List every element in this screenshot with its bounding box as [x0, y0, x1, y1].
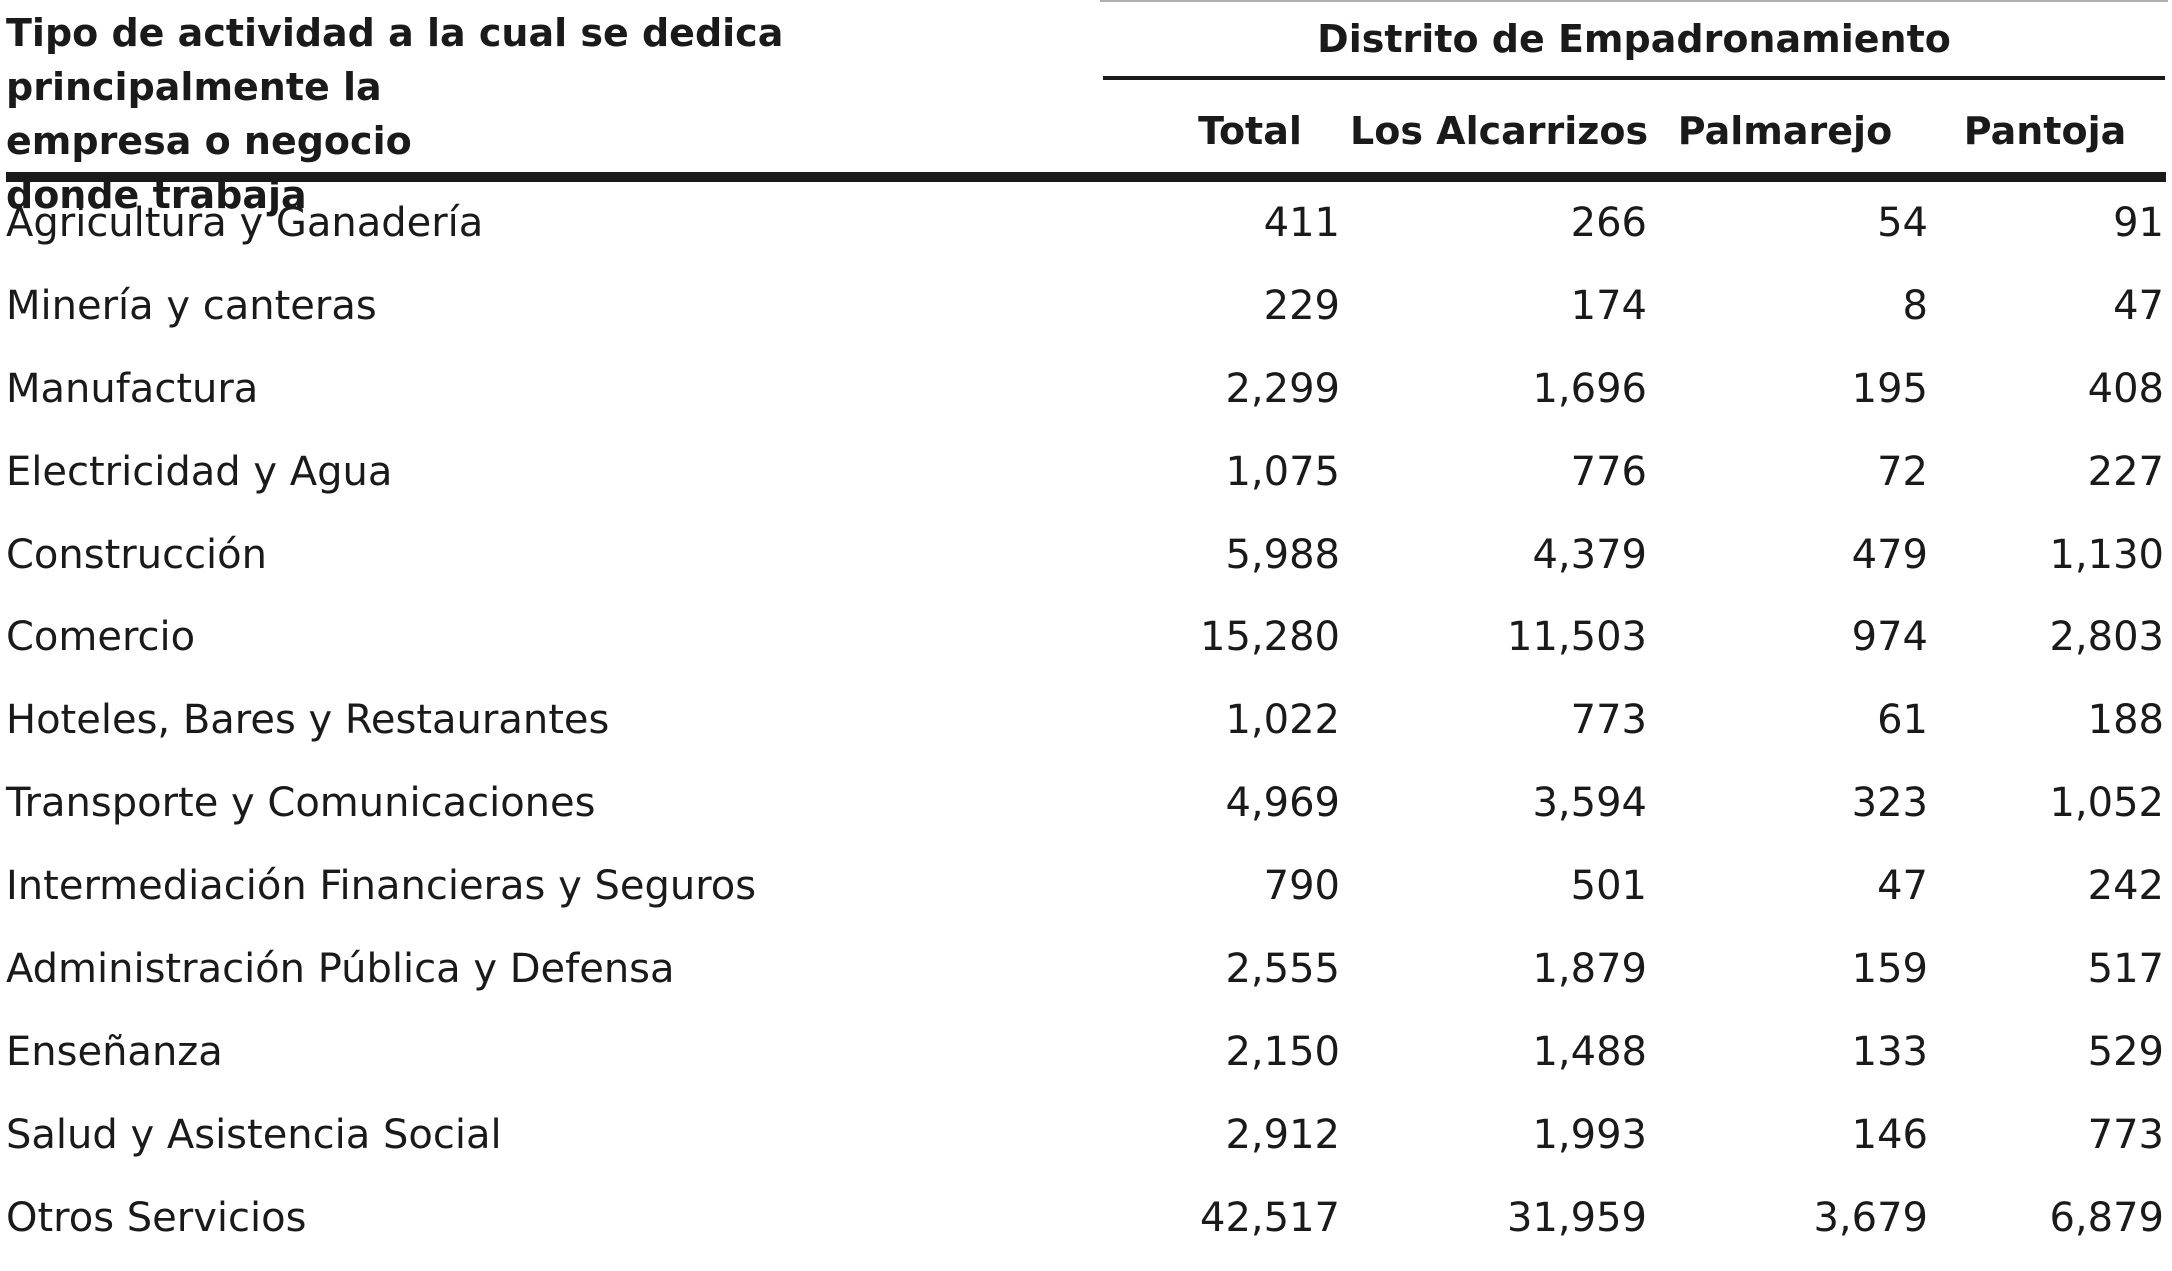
- palmarejo-cell: 54: [1877, 200, 1928, 246]
- activity-label: Construcción: [6, 531, 267, 578]
- table-row: Construcción 5,988 4,379 479 1,130: [0, 525, 2172, 608]
- activity-label: Intermediación Financieras y Seguros: [6, 863, 757, 910]
- activity-label: Otros Servicios: [6, 1194, 307, 1241]
- palmarejo-cell: 323: [1851, 780, 1928, 827]
- palmarejo-cell: 61: [1877, 697, 1928, 744]
- los-alcarrizos-cell: 1,879: [1532, 946, 1647, 993]
- column-header-los-alcarrizos: Los Alcarrizos: [1350, 109, 1649, 153]
- pantoja-cell: 517: [2087, 946, 2164, 993]
- total-cell: 2,150: [1225, 1028, 1340, 1075]
- activity-label: Electricidad y Agua: [6, 448, 393, 495]
- table-row: Comercio 15,280 11,503 974 2,803: [0, 607, 2172, 690]
- palmarejo-cell: 47: [1877, 863, 1928, 910]
- table-row: Electricidad y Agua 1,075 776 72 227: [0, 442, 2172, 525]
- los-alcarrizos-cell: 773: [1570, 697, 1647, 744]
- activity-label: Enseñanza: [6, 1028, 223, 1075]
- district-group-divider: [1103, 76, 2165, 80]
- pantoja-cell: 242: [2087, 863, 2164, 910]
- palmarejo-cell: 195: [1851, 365, 1928, 412]
- los-alcarrizos-cell: 31,959: [1507, 1194, 1647, 1241]
- los-alcarrizos-cell: 3,594: [1532, 780, 1647, 827]
- total-cell: 42,517: [1200, 1194, 1340, 1241]
- table-row: Minería y canteras 229 174 8 47: [0, 276, 2172, 359]
- table-row: Manufactura 2,299 1,696 195 408: [0, 359, 2172, 442]
- activity-label: Transporte y Comunicaciones: [6, 780, 596, 827]
- activity-label: Comercio: [6, 614, 196, 661]
- total-cell: 790: [1263, 863, 1340, 910]
- pantoja-cell: 408: [2087, 365, 2164, 412]
- los-alcarrizos-cell: 1,488: [1532, 1028, 1647, 1075]
- pantoja-cell: 1,130: [2049, 531, 2164, 578]
- palmarejo-cell: 974: [1851, 614, 1928, 661]
- pantoja-cell: 47: [2113, 282, 2164, 329]
- column-header-total: Total: [1198, 109, 1302, 153]
- district-group-header: Distrito de Empadronamiento: [1317, 17, 1951, 61]
- total-cell: 2,555: [1225, 946, 1340, 993]
- palmarejo-cell: 72: [1877, 448, 1928, 495]
- palmarejo-cell: 146: [1851, 1111, 1928, 1158]
- table-row: Hoteles, Bares y Restaurantes 1,022 773 …: [0, 690, 2172, 773]
- table-row: Intermediación Financieras y Seguros 790…: [0, 856, 2172, 939]
- palmarejo-cell: 479: [1851, 531, 1928, 578]
- total-cell: 229: [1263, 282, 1340, 329]
- total-cell: 15,280: [1200, 614, 1340, 661]
- table-row: Enseñanza 2,150 1,488 133 529: [0, 1022, 2172, 1105]
- pantoja-cell: 188: [2087, 697, 2164, 744]
- activity-label: Minería y canteras: [6, 282, 377, 329]
- activity-label: Salud y Asistencia Social: [6, 1111, 502, 1158]
- los-alcarrizos-cell: 1,993: [1532, 1111, 1647, 1158]
- total-cell: 411: [1263, 200, 1340, 246]
- palmarejo-cell: 133: [1851, 1028, 1928, 1075]
- activity-label: Hoteles, Bares y Restaurantes: [6, 697, 610, 744]
- header-divider: [6, 172, 2166, 182]
- table-row: Agricultura y Ganadería 411 266 54 91: [0, 193, 2172, 276]
- table-row: Otros Servicios 42,517 31,959 3,679 6,87…: [0, 1188, 2172, 1271]
- pantoja-cell: 6,879: [2049, 1194, 2164, 1241]
- pantoja-cell: 227: [2087, 448, 2164, 495]
- los-alcarrizos-cell: 174: [1570, 282, 1647, 329]
- pantoja-cell: 91: [2113, 200, 2164, 246]
- los-alcarrizos-cell: 776: [1570, 448, 1647, 495]
- table-row: Administración Pública y Defensa 2,555 1…: [0, 939, 2172, 1022]
- column-header-palmarejo: Palmarejo: [1677, 109, 1893, 153]
- pantoja-cell: 773: [2087, 1111, 2164, 1158]
- palmarejo-cell: 159: [1851, 946, 1928, 993]
- activity-label: Manufactura: [6, 365, 259, 412]
- los-alcarrizos-cell: 4,379: [1532, 531, 1647, 578]
- activity-label: Agricultura y Ganadería: [6, 200, 484, 246]
- table-row: Transporte y Comunicaciones 4,969 3,594 …: [0, 773, 2172, 856]
- total-cell: 2,299: [1225, 365, 1340, 412]
- los-alcarrizos-cell: 501: [1570, 863, 1647, 910]
- los-alcarrizos-cell: 266: [1570, 200, 1647, 246]
- total-cell: 2,912: [1225, 1111, 1340, 1158]
- los-alcarrizos-cell: 1,696: [1532, 365, 1647, 412]
- table-body: Agricultura y Ganadería 411 266 54 91 Mi…: [0, 193, 2172, 1271]
- los-alcarrizos-cell: 11,503: [1507, 614, 1647, 661]
- total-cell: 5,988: [1225, 531, 1340, 578]
- palmarejo-cell: 8: [1902, 282, 1928, 329]
- column-header-pantoja: Pantoja: [1963, 109, 2127, 153]
- table-row: Salud y Asistencia Social 2,912 1,993 14…: [0, 1105, 2172, 1188]
- total-cell: 1,022: [1225, 697, 1340, 744]
- activity-label: Administración Pública y Defensa: [6, 946, 675, 993]
- pantoja-cell: 2,803: [2049, 614, 2164, 661]
- palmarejo-cell: 3,679: [1813, 1194, 1928, 1241]
- top-border: [1100, 0, 2168, 2]
- row-label-header-line: Tipo de actividad a la cual se dedica pr…: [6, 11, 784, 109]
- total-cell: 1,075: [1225, 448, 1340, 495]
- pantoja-cell: 1,052: [2049, 780, 2164, 827]
- pantoja-cell: 529: [2087, 1028, 2164, 1075]
- total-cell: 4,969: [1225, 780, 1340, 827]
- row-label-header: Tipo de actividad a la cual se dedica pr…: [6, 6, 1106, 222]
- row-label-header-line: empresa o negocio: [6, 119, 412, 163]
